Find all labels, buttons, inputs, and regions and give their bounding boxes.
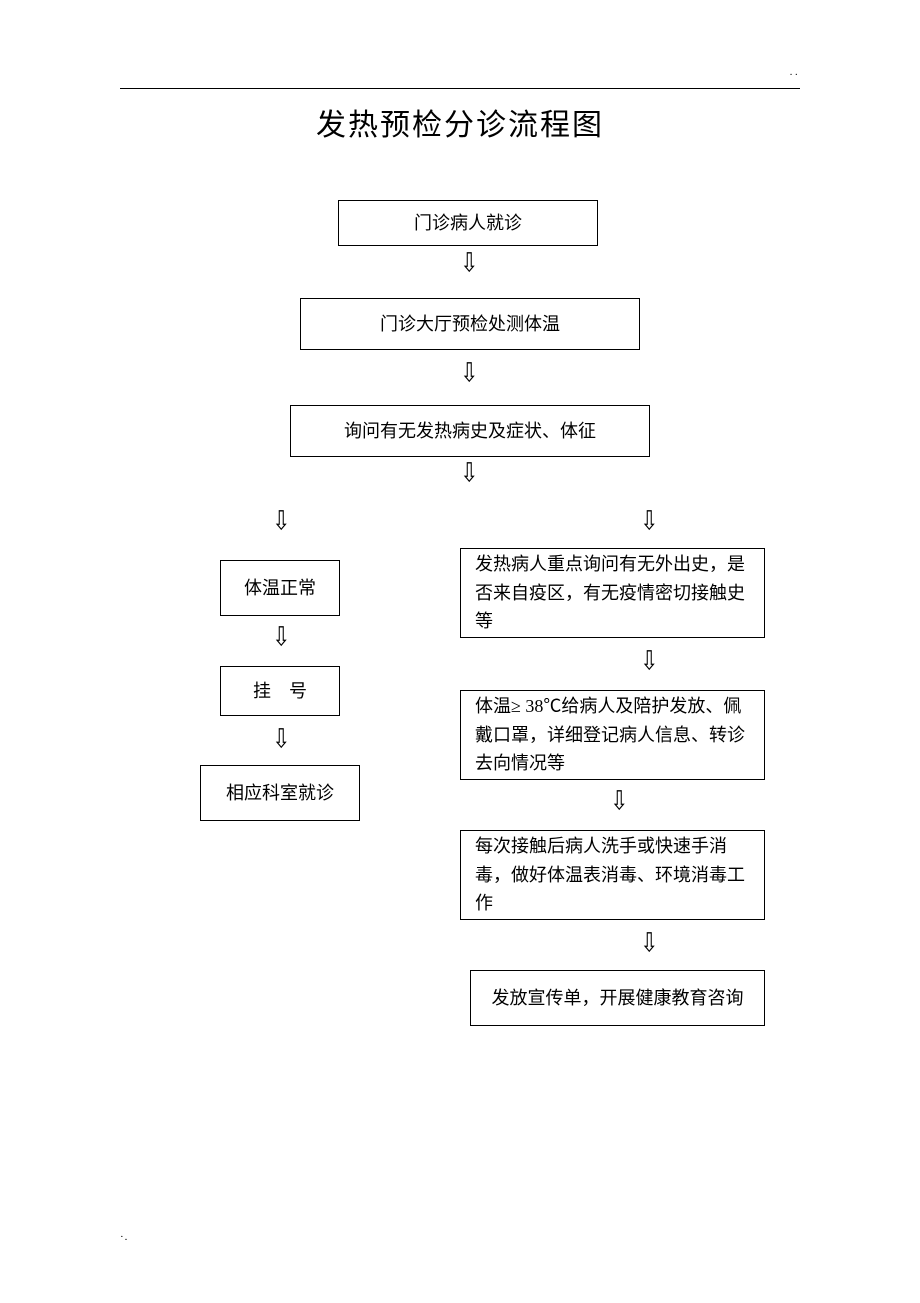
flowchart-canvas: 门诊病人就诊门诊大厅预检处测体温询问有无发热病史及症状、体征体温正常挂 号相应科…	[120, 190, 800, 1110]
page-header: 发热预检分诊流程图	[120, 70, 800, 144]
page-title: 发热预检分诊流程图	[120, 100, 800, 144]
flow-node-n9: 每次接触后病人洗手或快速手消毒，做好体温表消毒、环境消毒工作	[460, 830, 765, 920]
flow-arrow-0: ⇩	[460, 250, 478, 276]
flow-node-n8: 体温≥ 38℃给病人及陪护发放、佩戴口罩，详细登记病人信息、转诊去向情况等	[460, 690, 765, 780]
flow-arrow-7: ⇩	[640, 648, 658, 674]
flow-node-n3: 询问有无发热病史及症状、体征	[290, 405, 650, 457]
footer-dots: ·.	[120, 1231, 128, 1243]
flow-arrow-3: ⇩	[272, 508, 290, 534]
flow-node-n10: 发放宣传单，开展健康教育咨询	[470, 970, 765, 1026]
flow-node-n4: 体温正常	[220, 560, 340, 616]
flow-node-n6: 相应科室就诊	[200, 765, 360, 821]
flow-node-n5: 挂 号	[220, 666, 340, 716]
flow-arrow-6: ⇩	[272, 726, 290, 752]
flow-arrow-1: ⇩	[460, 360, 478, 386]
flow-arrow-8: ⇩	[610, 788, 628, 814]
flow-arrow-9: ⇩	[640, 930, 658, 956]
flow-node-n1: 门诊病人就诊	[338, 200, 598, 246]
flow-arrow-4: ⇩	[640, 508, 658, 534]
flow-node-n2: 门诊大厅预检处测体温	[300, 298, 640, 350]
flow-arrow-2: ⇩	[460, 460, 478, 486]
flow-node-n7: 发热病人重点询问有无外出史，是否来自疫区，有无疫情密切接触史等	[460, 548, 765, 638]
flow-arrow-5: ⇩	[272, 624, 290, 650]
